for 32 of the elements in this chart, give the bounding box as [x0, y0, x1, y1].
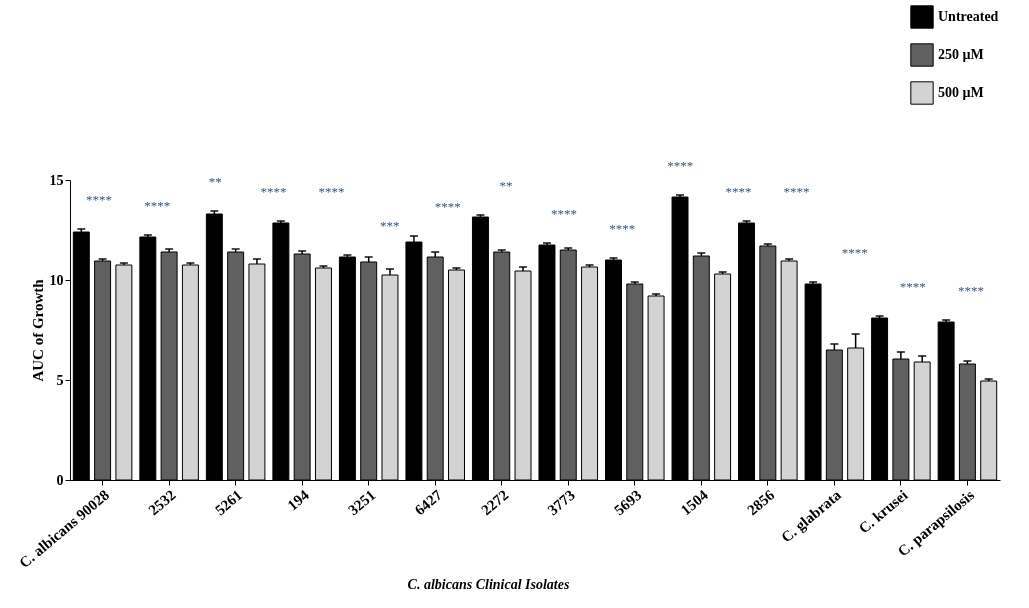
legend-label: Untreated: [938, 9, 999, 24]
annotation: ****: [783, 184, 810, 199]
x-tick-label: 5693: [611, 486, 645, 519]
y-tick-label: 5: [56, 372, 64, 388]
annotation: ****: [609, 221, 636, 236]
annotation: **: [499, 178, 513, 193]
annotation: ****: [260, 184, 287, 199]
annotation: ****: [551, 206, 578, 221]
y-axis-title: AUC of Growth: [29, 278, 46, 382]
x-tick-label: 2856: [744, 486, 778, 519]
annotation: ****: [957, 283, 984, 298]
x-tick-label: 5261: [212, 486, 246, 519]
y-tick-label: 15: [49, 172, 64, 188]
text: ****: [667, 158, 694, 173]
annotation: ***: [379, 218, 400, 233]
annotation: ****: [318, 184, 345, 199]
legend-label: 250 µM: [938, 47, 984, 62]
y-tick-label: 0: [56, 472, 64, 488]
annotation: ****: [899, 279, 926, 294]
x-tick-label: 1504: [677, 486, 712, 519]
y-tick-label: 10: [49, 272, 64, 288]
annotation: ****: [434, 199, 461, 214]
annotation: ****: [841, 245, 868, 260]
x-tick-label: 194: [284, 486, 313, 514]
x-tick-label: 3251: [345, 486, 379, 519]
x-tick-label: 2272: [478, 486, 512, 519]
legend-label: 500 µM: [938, 85, 984, 100]
text: C. albicans Clinical Isolates: [407, 577, 570, 592]
annotation: **: [208, 174, 222, 189]
annotation: ****: [144, 198, 171, 213]
annotation: ****: [86, 192, 113, 207]
annotation: ****: [725, 184, 752, 199]
